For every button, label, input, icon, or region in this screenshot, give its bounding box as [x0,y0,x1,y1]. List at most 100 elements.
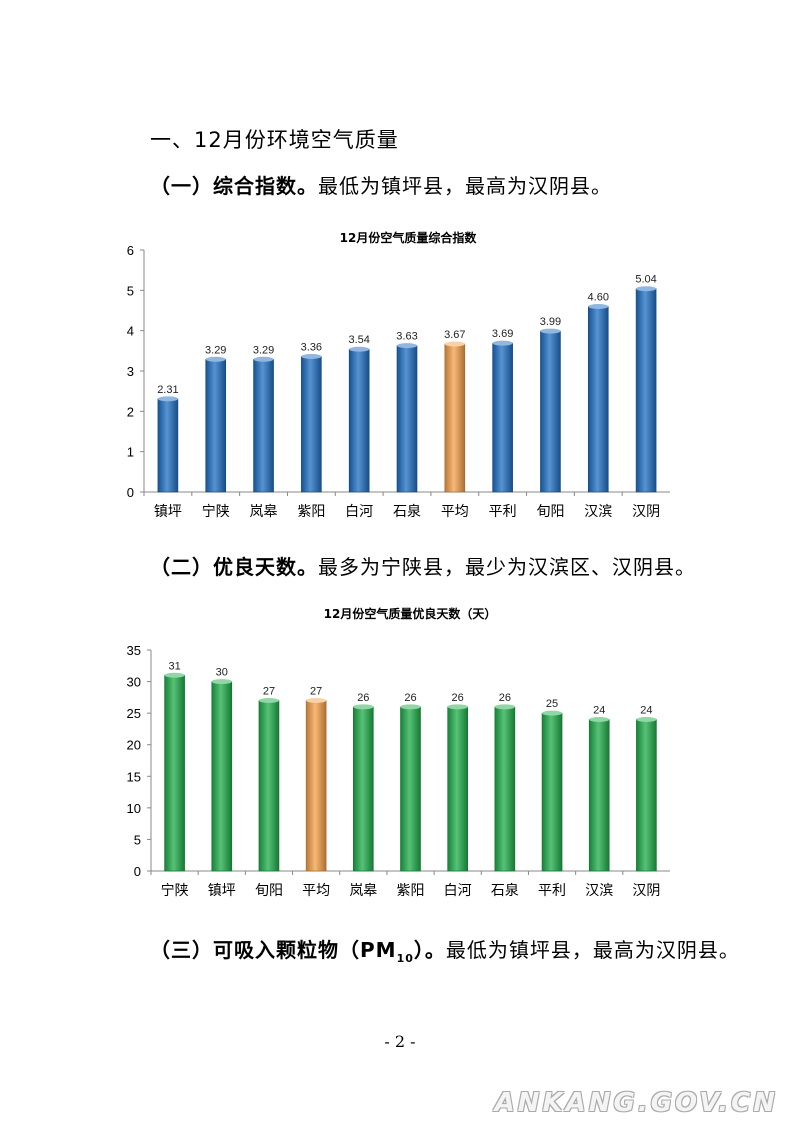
y-tick-label: 30 [127,675,141,690]
pm10-heading-end: ）。 [413,938,446,962]
data-label: 3.99 [540,316,561,328]
bar [353,706,374,872]
category-label: 岚皋 [349,883,377,899]
category-label: 宁陕 [202,503,230,520]
y-tick-label: 10 [127,801,141,816]
paragraph-body: 最低为镇坪县，最高为汉阴县。 [445,938,740,962]
bar [587,306,609,493]
category-label: 石泉 [393,503,421,520]
bar [635,288,657,493]
section-title: 一、12月份环境空气质量 [150,128,399,152]
bar [305,700,327,872]
bar-cap [306,698,327,704]
paragraph-good-days: （二）优良天数。最多为宁陕县，最少为汉滨区、汉阴县。 [150,551,696,580]
category-label: 汉滨 [584,504,612,520]
bar [348,348,370,493]
bar [636,719,657,872]
bar-cap [542,710,563,716]
data-label: 3.29 [253,344,274,356]
category-label: 白河 [345,504,373,520]
data-label: 25 [546,698,558,710]
data-label: 26 [357,692,369,704]
y-tick-label: 6 [127,243,134,258]
bar [301,356,322,493]
bar [211,681,233,872]
y-tick-label: 1 [127,445,134,460]
bar-cap [211,679,232,685]
data-label: 27 [263,686,275,698]
category-label: 平均 [441,504,469,520]
category-label: 镇坪 [208,883,236,899]
y-tick-label: 15 [127,769,141,784]
category-label: 宁陕 [161,882,189,899]
bar [396,345,418,493]
bar [494,706,516,872]
bar-cap [164,672,185,678]
category-label: 平利 [489,504,517,520]
data-label: 30 [216,667,228,679]
y-tick-label: 0 [127,485,134,500]
good-days-chart: 12月份空气质量优良天数（天） 0 5 10 15 20 25 30 35 31 宁陕 30 镇坪 27 旬… [100,600,700,910]
data-label: 26 [452,692,464,704]
y-tick-label: 35 [127,643,141,658]
data-label: 5.04 [635,274,656,286]
data-label: 4.60 [588,291,609,303]
data-label: 31 [168,660,180,672]
bar-cap [301,353,322,359]
bar-cap [494,704,515,710]
chart-title: 12月份空气质量优良天数（天） [324,606,497,621]
bar-cap [447,704,468,710]
category-label: 平利 [538,883,566,899]
bar-cap [492,340,513,346]
category-label: 旬阳 [255,883,283,899]
data-label: 24 [593,704,605,716]
data-label: 27 [310,686,322,698]
data-label: 3.63 [396,331,417,343]
y-tick-label: 2 [127,404,134,419]
paragraph-pm10: （三）可吸入颗粒物（PM10）。最低为镇坪县，最高为汉阴县。 [150,934,740,965]
category-label: 汉阴 [632,883,660,899]
category-label: 紫阳 [297,504,325,520]
bar-cap [157,396,178,402]
data-label: 26 [499,692,511,704]
chart-title: 12月份空气质量综合指数 [340,230,478,245]
page-number: - 2 - [384,1032,416,1051]
data-label: 3.54 [348,334,369,346]
y-tick-label: 20 [127,738,141,753]
data-label: 3.36 [301,341,322,353]
paragraph-body: 最低为镇坪县，最高为汉阴县。 [318,174,612,198]
paragraph-composite-index: （一）综合指数。最低为镇坪县，最高为汉阴县。 [150,170,612,199]
data-label: 3.69 [492,328,513,340]
bar [541,712,563,872]
y-tick-label: 5 [134,832,141,847]
bar [253,359,274,493]
y-tick-label: 4 [127,324,134,339]
data-label: 3.29 [205,344,226,356]
bar [540,330,561,493]
y-tick-label: 25 [127,706,141,721]
bar-cap [540,328,561,334]
composite-index-chart-svg: 12月份空气质量综合指数 0 1 2 3 4 5 6 2.31 镇坪 3.29 宁陕 3.29 岚皋 3.3… [127,230,670,520]
paragraph-body: 最多为宁陕县，最少为汉滨区、汉阴县。 [318,555,696,579]
bar [444,343,466,493]
category-label: 镇坪 [154,504,182,520]
pm10-heading-start: （三）可吸入颗粒物（PM [150,938,397,962]
paragraph-heading: （二）优良天数。 [150,555,318,579]
data-label: 24 [640,704,652,716]
y-tick-label: 3 [127,364,134,379]
bar-cap [258,698,279,704]
category-label: 石泉 [491,882,519,899]
paragraph-heading: （三）可吸入颗粒物（PM10）。 [150,938,446,965]
bar-cap [444,341,465,347]
y-tick-label: 0 [134,864,141,879]
bar-cap [349,346,370,352]
bar [588,719,610,872]
bar-cap [636,716,657,722]
bar-cap [353,704,374,710]
pm10-subscript: 10 [396,952,414,965]
category-label: 岚皋 [250,504,278,520]
good-days-chart-svg: 12月份空气质量优良天数（天） 0 5 10 15 20 25 30 35 31 宁陕 30 镇坪 27 旬… [127,606,670,899]
bar-cap [636,286,657,292]
category-label: 紫阳 [397,883,425,899]
data-label: 26 [404,692,416,704]
